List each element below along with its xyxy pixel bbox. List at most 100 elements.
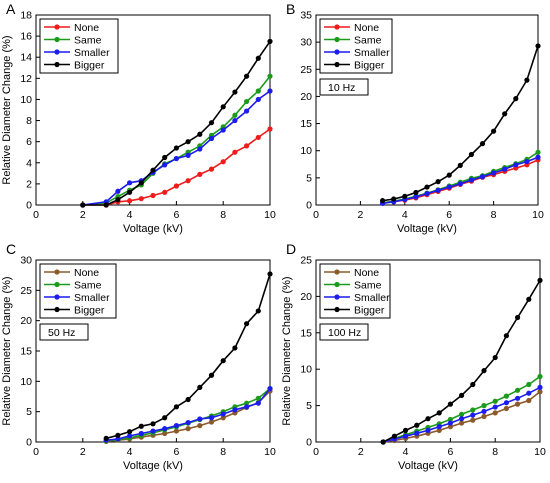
data-point xyxy=(515,314,521,321)
y-tick-label: 15 xyxy=(300,327,312,339)
data-point xyxy=(185,419,191,426)
data-point xyxy=(470,407,476,413)
legend-swatch-marker xyxy=(334,281,340,288)
frequency-frame xyxy=(319,78,369,96)
data-point xyxy=(502,111,508,117)
legend-label: Same xyxy=(74,35,102,47)
data-point xyxy=(481,368,487,374)
legend-label: Smaller xyxy=(354,292,390,304)
data-point xyxy=(535,149,541,155)
x-tick-label: 8 xyxy=(492,446,498,458)
y-tick-label: 14 xyxy=(20,52,32,64)
data-point xyxy=(436,410,442,416)
data-point xyxy=(436,427,442,433)
y-tick-label: 16 xyxy=(20,31,32,43)
x-axis-label: Voltage (kV) xyxy=(123,223,183,235)
legend-label: Same xyxy=(74,280,102,292)
data-point xyxy=(524,158,530,165)
data-point xyxy=(267,88,273,94)
legend-swatch-marker xyxy=(54,306,60,313)
data-point xyxy=(459,416,465,422)
data-point xyxy=(413,194,419,200)
series-line xyxy=(82,128,271,206)
y-tick-label: 15 xyxy=(300,118,312,130)
y-tick-label: 0 xyxy=(26,200,32,212)
data-point xyxy=(459,411,465,417)
data-point xyxy=(173,183,179,189)
y-tick-label: 30 xyxy=(20,255,32,267)
x-tick-label: 2 xyxy=(80,446,86,458)
x-tick-label: 2 xyxy=(80,209,86,221)
legend-swatch-marker xyxy=(334,294,340,300)
legend-label: Bigger xyxy=(74,305,105,317)
data-point xyxy=(267,386,273,392)
data-point xyxy=(447,416,453,423)
legend-label: None xyxy=(354,22,379,34)
data-point xyxy=(244,143,250,149)
panel-letter: A xyxy=(6,1,16,17)
data-point xyxy=(435,179,441,185)
data-point xyxy=(513,162,519,168)
y-tick-label: 25 xyxy=(300,64,312,76)
data-point xyxy=(220,358,226,364)
y-tick-label: 10 xyxy=(300,364,312,376)
y-tick-label: 15 xyxy=(20,346,32,358)
series-bigger xyxy=(380,43,541,204)
data-point xyxy=(391,433,397,439)
data-point xyxy=(197,171,203,177)
frequency-label: 100 Hz xyxy=(328,327,361,339)
data-point xyxy=(150,428,156,434)
data-point xyxy=(115,188,121,194)
y-tick-label: 10 xyxy=(300,145,312,157)
legend-label: None xyxy=(74,22,99,34)
frequency-label: 50 Hz xyxy=(48,327,75,339)
data-point xyxy=(255,96,261,103)
data-point xyxy=(185,139,191,145)
data-point xyxy=(380,198,386,204)
data-point xyxy=(138,430,144,437)
x-tick-label: 0 xyxy=(33,209,39,221)
legend-label: Smaller xyxy=(354,47,390,59)
legend-label: Bigger xyxy=(74,60,105,72)
x-tick-label: 6 xyxy=(173,446,179,458)
data-point xyxy=(479,141,486,147)
data-point xyxy=(115,197,121,203)
x-tick-label: 8 xyxy=(491,209,497,221)
legend-swatch-marker xyxy=(334,49,340,55)
plot-frame xyxy=(315,14,539,206)
legend-swatch-marker xyxy=(54,36,60,43)
y-tick-label: 20 xyxy=(20,315,32,327)
y-tick-label: 0 xyxy=(26,437,32,449)
data-point xyxy=(220,104,226,110)
data-point xyxy=(447,424,453,430)
data-point xyxy=(537,384,543,390)
data-point xyxy=(470,412,476,418)
data-point xyxy=(255,134,261,141)
x-tick-label: 0 xyxy=(33,446,39,458)
data-point xyxy=(481,413,487,420)
data-point xyxy=(244,98,250,105)
data-point xyxy=(267,271,273,277)
data-point xyxy=(491,170,497,176)
data-point xyxy=(232,112,238,118)
data-point xyxy=(459,420,465,426)
data-point xyxy=(244,73,250,79)
y-tick-label: 18 xyxy=(20,10,32,22)
data-point xyxy=(457,181,463,187)
data-point xyxy=(232,149,238,155)
data-point xyxy=(162,430,168,437)
legend-swatch-marker xyxy=(54,294,60,300)
y-tick-label: 0 xyxy=(306,437,312,449)
x-tick-label: 4 xyxy=(127,209,133,221)
legend-label: None xyxy=(354,267,379,279)
data-point xyxy=(468,151,474,158)
data-point xyxy=(414,430,420,436)
data-point xyxy=(391,196,397,202)
legend-swatch-marker xyxy=(334,36,340,43)
data-point xyxy=(208,120,215,126)
data-point xyxy=(185,426,191,432)
